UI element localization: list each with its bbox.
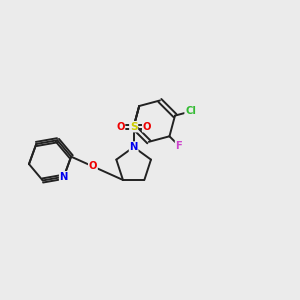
Text: N: N [60, 172, 68, 182]
Text: S: S [130, 122, 137, 132]
Text: O: O [88, 161, 97, 171]
Text: O: O [143, 122, 151, 132]
Text: N: N [130, 142, 138, 152]
Text: O: O [116, 122, 124, 132]
Text: F: F [176, 141, 182, 151]
Text: Cl: Cl [185, 106, 196, 116]
